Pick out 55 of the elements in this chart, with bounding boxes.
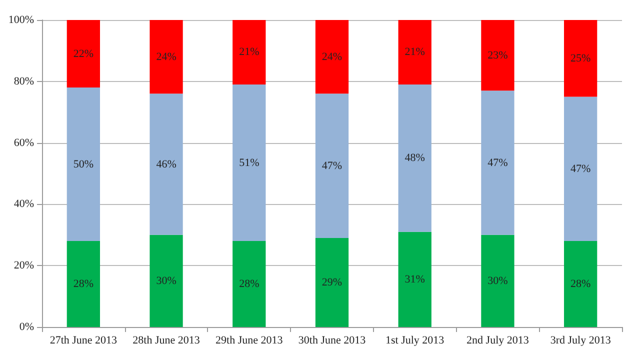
bar: [398, 232, 432, 327]
data-label: 25%: [570, 52, 591, 64]
data-label: 28%: [239, 278, 260, 290]
x-tick-label: 29th June 2013: [216, 334, 284, 346]
data-label: 30%: [488, 274, 508, 287]
bar: [398, 84, 432, 232]
x-tick-label: 1st July 2013: [386, 334, 445, 346]
data-label: 23%: [488, 49, 508, 62]
bar: [481, 90, 514, 235]
y-tick-label: 0%: [19, 321, 34, 333]
bar: [150, 20, 183, 94]
bar: [398, 20, 432, 84]
data-label: 47%: [322, 160, 342, 172]
y-tick-label: 40%: [14, 198, 34, 210]
y-tick-label: 20%: [14, 260, 34, 272]
x-tick-label: 2nd July 2013: [466, 334, 530, 346]
bar: [564, 96, 598, 242]
data-label: 50%: [73, 158, 94, 170]
data-label: 21%: [239, 46, 260, 58]
bar: [315, 94, 349, 238]
y-tick-label: 60%: [14, 136, 34, 149]
y-tick-label: 80%: [14, 75, 34, 88]
data-label: 24%: [322, 50, 342, 63]
bar: [564, 241, 598, 327]
y-tick-label: 100%: [8, 14, 34, 26]
data-label: 22%: [73, 48, 94, 60]
data-label: 28%: [73, 278, 94, 290]
bar: [232, 20, 266, 84]
bar: [315, 20, 349, 94]
data-label: 48%: [404, 152, 425, 164]
bar: [481, 20, 514, 91]
bar: [66, 88, 100, 242]
data-label: 51%: [239, 156, 260, 169]
bar: [315, 238, 349, 327]
data-label: 30%: [156, 274, 176, 287]
data-label: 47%: [570, 162, 591, 175]
bar: [66, 20, 100, 88]
data-label: 46%: [156, 158, 176, 170]
bar: [232, 241, 266, 327]
bar: [564, 20, 598, 97]
data-label: 47%: [488, 156, 508, 169]
data-label: 24%: [156, 50, 176, 63]
data-label: 31%: [404, 273, 425, 286]
bar: [66, 241, 100, 327]
x-tick-label: 3rd July 2013: [550, 334, 612, 346]
x-tick-label: 30th June 2013: [298, 334, 366, 346]
bar: [150, 234, 183, 327]
bar: [481, 234, 514, 327]
x-tick-label: 28th June 2013: [132, 334, 200, 346]
bar: [150, 94, 183, 235]
x-tick-label: 27th June 2013: [50, 334, 118, 346]
data-label: 28%: [570, 278, 591, 290]
data-label: 21%: [404, 46, 425, 58]
bar: [232, 84, 266, 242]
data-label: 29%: [322, 276, 342, 288]
